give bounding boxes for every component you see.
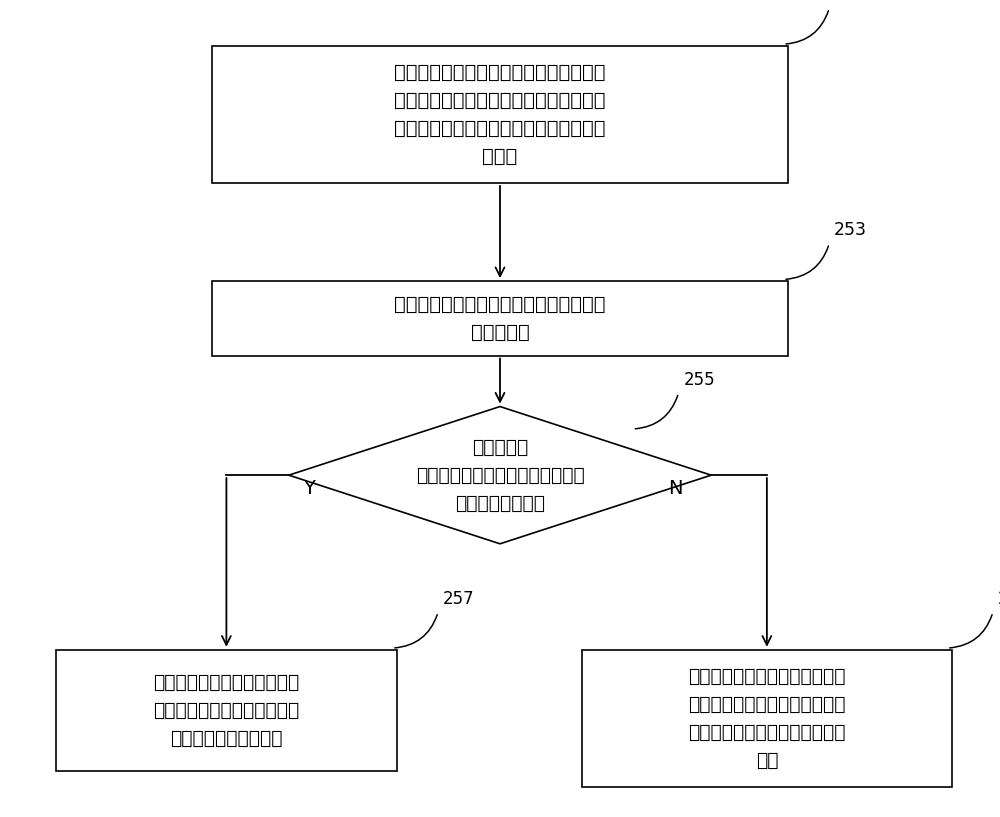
FancyBboxPatch shape — [212, 46, 788, 183]
Text: N: N — [668, 479, 682, 498]
Polygon shape — [289, 407, 711, 544]
Text: 判断代码行
相应的字典中与代码行号对应的参
数是否为映射关系: 判断代码行 相应的字典中与代码行号对应的参 数是否为映射关系 — [416, 438, 584, 512]
Text: 253: 253 — [834, 221, 867, 239]
Text: 检查代码行号是否存在于得到的
若干条映射关系中，以将包含代
码行号的映射关系更新至字典的
参数: 检查代码行号是否存在于得到的 若干条映射关系中，以将包含代 码行号的映射关系更新… — [688, 667, 846, 770]
Text: Y: Y — [303, 479, 315, 498]
FancyBboxPatch shape — [212, 281, 788, 355]
Text: 251: 251 — [834, 0, 867, 4]
Text: 在覆盖率文本提取定位的代码
行相关的覆盖率文本数据，该
代码行即为差异代码行: 在覆盖率文本提取定位的代码 行相关的覆盖率文本数据，该 代码行即为差异代码行 — [153, 673, 300, 748]
FancyBboxPatch shape — [56, 650, 397, 771]
Text: 255: 255 — [683, 371, 715, 389]
Text: 根据字典中的代码行号在覆盖率文本定位
相应代码行: 根据字典中的代码行号在覆盖率文本定位 相应代码行 — [394, 295, 606, 342]
Text: 257: 257 — [443, 590, 475, 608]
FancyBboxPatch shape — [582, 650, 952, 787]
Text: 259: 259 — [998, 590, 1000, 608]
Text: 对应被测程序的代码行生成包含代码行号
和对应参数的字典，该参数为得到的映射
关系，映射关系中的变动行号与代码行号
相一致: 对应被测程序的代码行生成包含代码行号 和对应参数的字典，该参数为得到的映射 关系… — [394, 63, 606, 166]
